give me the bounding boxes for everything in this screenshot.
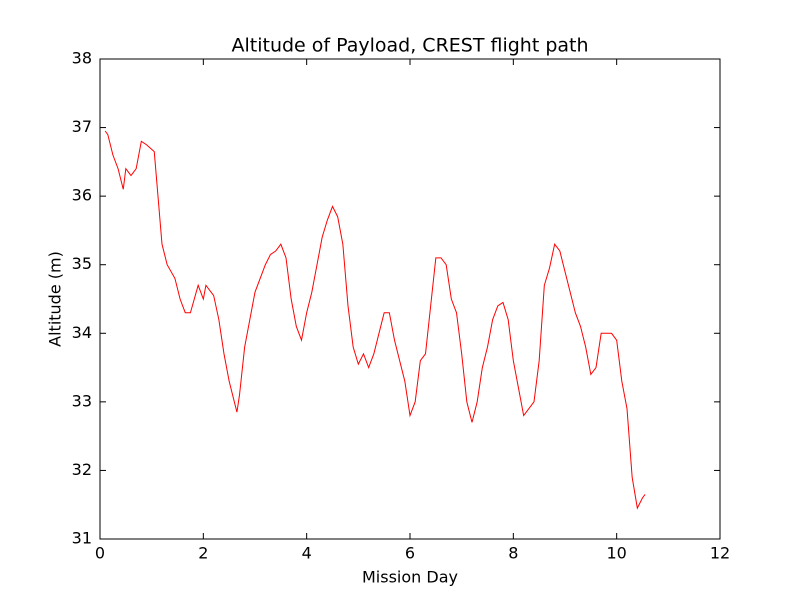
y-tick-label: 38 [72,49,92,68]
y-tick-label: 35 [72,254,92,273]
y-tick-label: 34 [72,323,92,342]
y-tick-label: 31 [72,529,92,548]
y-axis-label: Altitude (m) [46,251,65,347]
x-tick-label: 6 [405,544,415,563]
data-line [104,130,646,510]
plot-frame [99,58,721,540]
x-tick-label: 0 [95,544,105,563]
y-tick-label: 36 [72,186,92,205]
chart-title: Altitude of Payload, CREST flight path [231,35,588,57]
x-tick-label: 8 [508,544,518,563]
x-axis-label: Mission Day [362,568,458,587]
x-tick-label: 10 [606,544,626,563]
x-tick-label: 12 [710,544,730,563]
y-tick-label: 32 [72,460,92,479]
y-tick-label: 33 [72,391,92,410]
x-tick-label: 4 [302,544,312,563]
y-tick-label: 37 [72,117,92,136]
x-tick-label: 2 [198,544,208,563]
